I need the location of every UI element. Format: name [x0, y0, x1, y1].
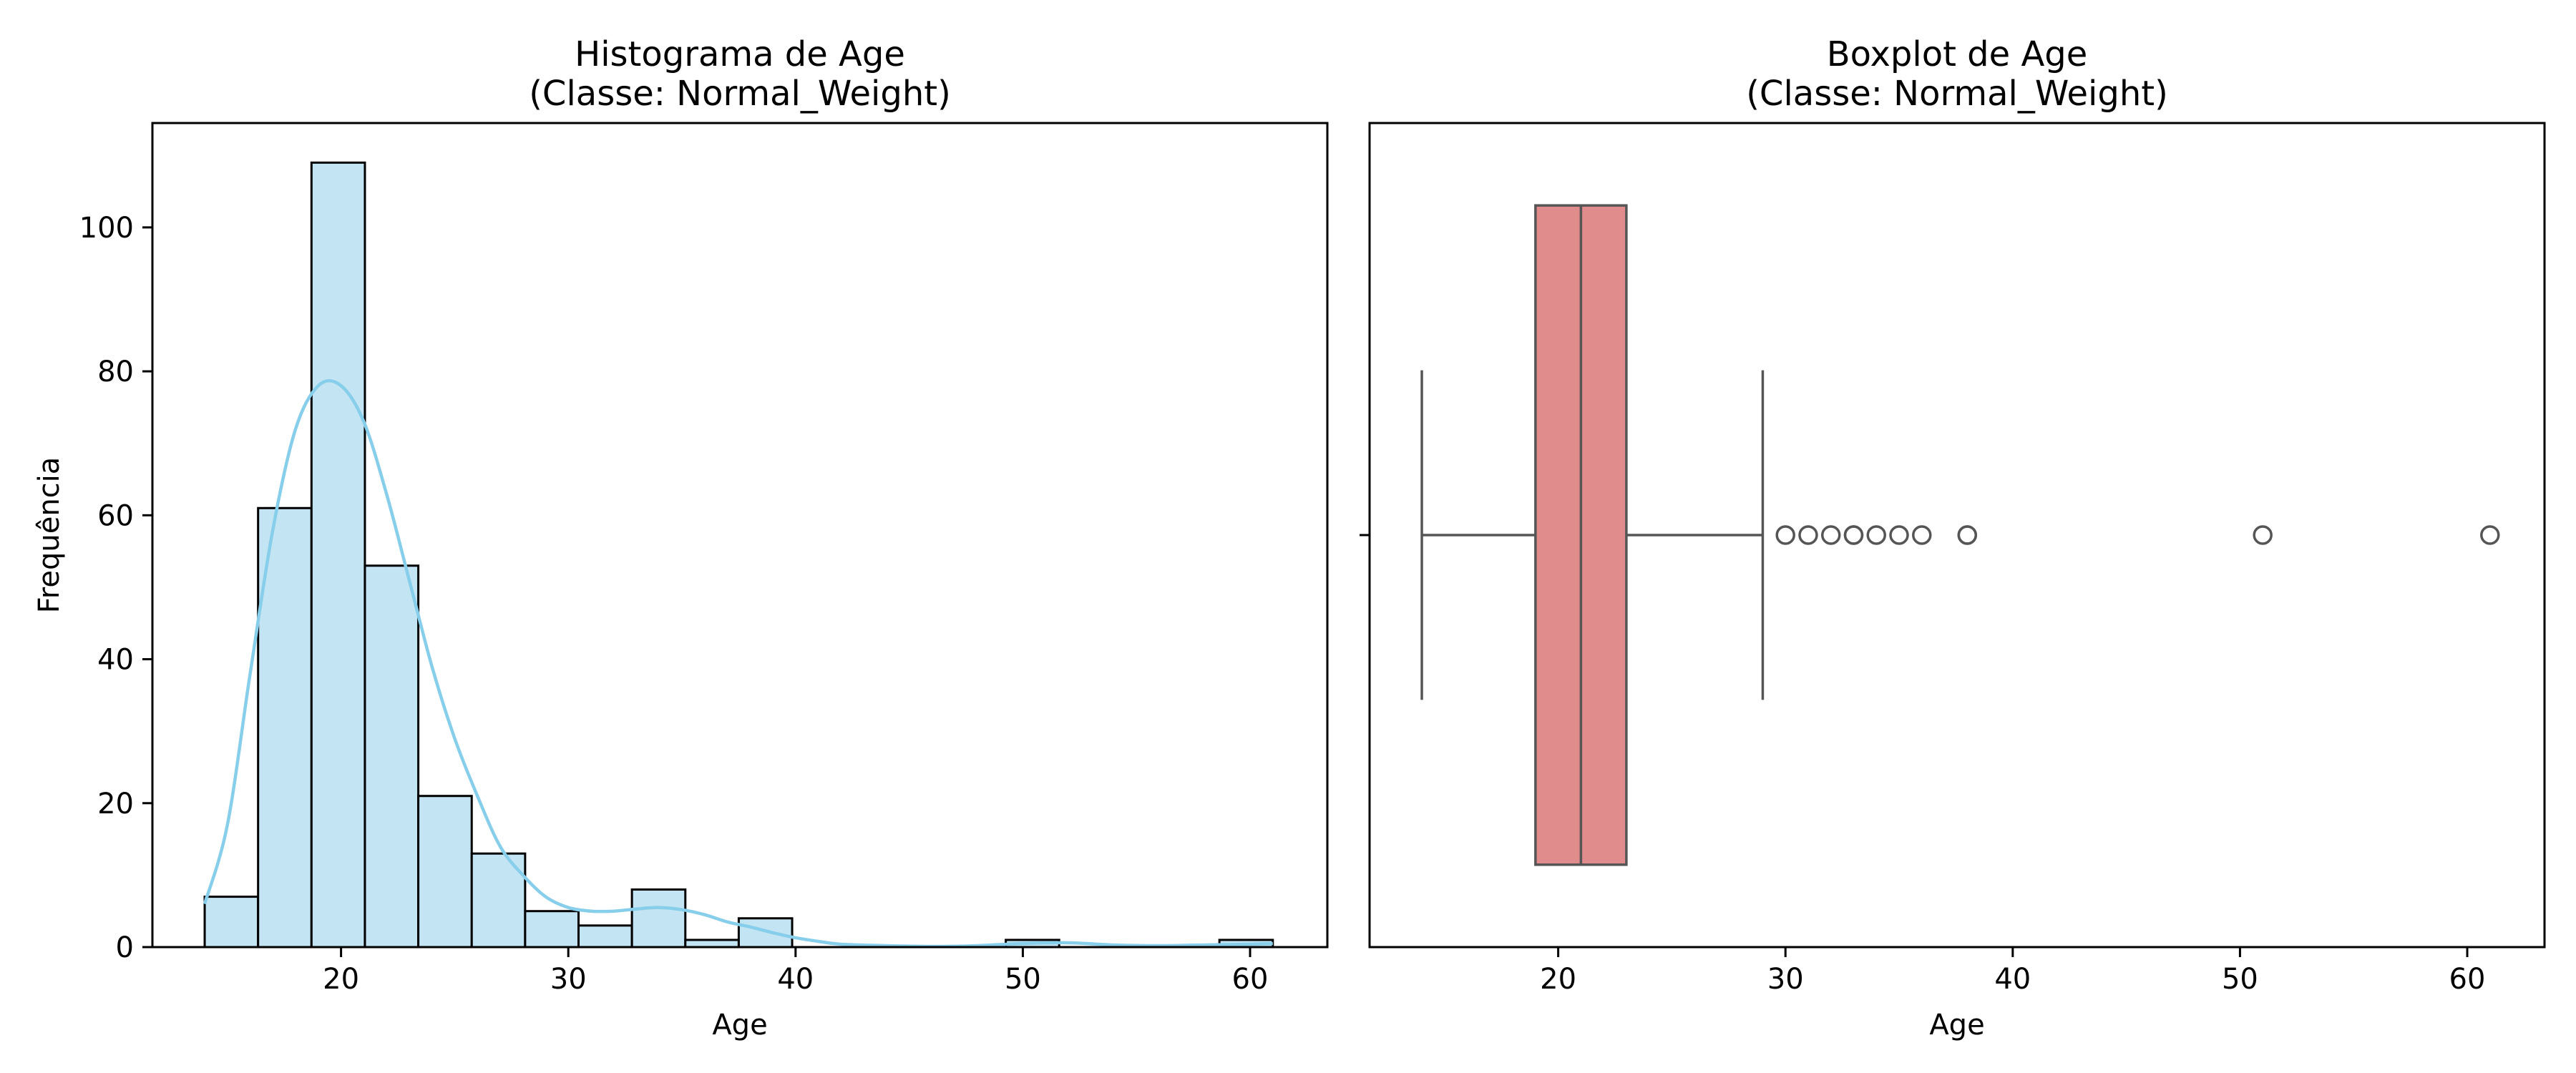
boxplot-title-line-1: Boxplot de Age [1827, 34, 2088, 74]
histogram-y-tick-label: 20 [97, 788, 134, 820]
boxplot-x-tick-label: 40 [1994, 963, 2031, 996]
histogram-x-tick-label: 60 [1232, 963, 1269, 996]
outlier-point [1820, 525, 1841, 545]
histogram-frame [151, 122, 1329, 949]
boxplot-frame [1368, 122, 2546, 949]
outlier-point [1912, 525, 1932, 545]
histogram-y-axis-label: Frequência [33, 457, 66, 614]
boxplot-x-tick-label: 30 [1767, 963, 1804, 996]
outlier-point [1866, 525, 1887, 545]
boxplot-x-axis-label: Age [1929, 1009, 1984, 1042]
histogram-y-tick-label: 0 [116, 931, 134, 964]
histogram-bar [630, 888, 687, 949]
histogram-y-tick-label: 40 [97, 644, 134, 677]
outlier-point [1957, 525, 1978, 545]
histogram-bar [364, 564, 420, 949]
boxplot-body [1420, 204, 2500, 866]
histogram-panel: Histograma de Age (Classe: Normal_Weight… [33, 34, 1329, 1042]
outlier-point [1843, 525, 1864, 545]
histogram-bar [577, 924, 633, 949]
histogram-x-tick-label: 20 [323, 963, 359, 996]
boxplot-title-line-2: (Classe: Normal_Weight) [1746, 74, 2168, 114]
outlier-point [1798, 525, 1818, 545]
boxplot-ticks: 20 30 40 50 60 [1360, 534, 2486, 996]
histogram-bar [203, 896, 260, 949]
histogram-x-axis-label: Age [712, 1009, 767, 1042]
histogram-bar [737, 917, 794, 949]
histogram-y-tick-label: 80 [97, 356, 134, 388]
boxplot-panel: Boxplot de Age (Classe: Normal_Weight) 2… [1360, 34, 2546, 1042]
boxplot-x-tick-label: 20 [1540, 963, 1576, 996]
histogram-x-tick-label: 30 [550, 963, 587, 996]
histogram-title-line-1: Histograma de Age [575, 34, 905, 74]
outlier-point [1889, 525, 1909, 545]
histogram-bar [310, 161, 366, 949]
histogram-x-tick-label: 50 [1005, 963, 1041, 996]
histogram-bar [524, 910, 580, 949]
outlier-point [2253, 525, 2273, 545]
histogram-ticks: 20 30 40 50 60 0 20 40 60 80 100 [79, 212, 1269, 996]
boxplot-x-tick-label: 50 [2222, 963, 2258, 996]
outlier-point [2480, 525, 2500, 545]
histogram-bar [417, 795, 473, 949]
histogram-x-tick-label: 40 [777, 963, 814, 996]
histogram-bar [257, 506, 313, 949]
boxplot-x-tick-label: 60 [2449, 963, 2486, 996]
kde-curve [203, 379, 1273, 949]
histogram-y-tick-label: 100 [79, 212, 134, 245]
outlier-point [1775, 525, 1795, 545]
histogram-y-tick-label: 60 [97, 499, 134, 532]
histogram-bar [684, 939, 740, 949]
histogram-title-line-2: (Classe: Normal_Weight) [529, 74, 951, 114]
